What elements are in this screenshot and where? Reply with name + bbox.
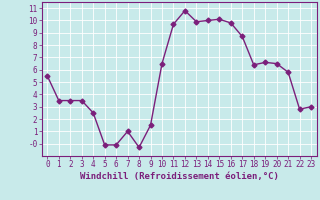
X-axis label: Windchill (Refroidissement éolien,°C): Windchill (Refroidissement éolien,°C) <box>80 172 279 181</box>
